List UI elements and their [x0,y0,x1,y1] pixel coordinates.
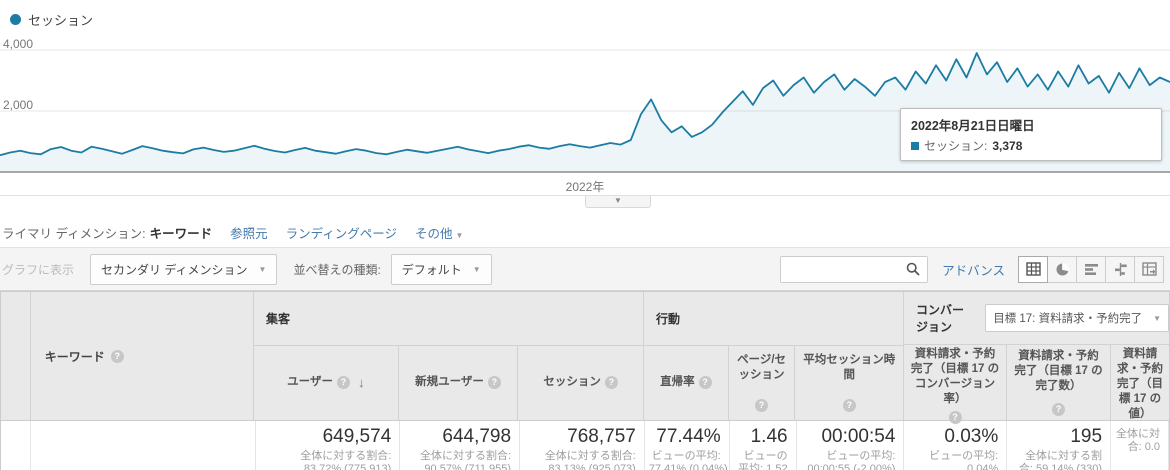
chart-legend: セッション [10,10,93,29]
acquisition-group-title: 集客 [254,292,643,346]
acquisition-group: 集客 ユーザー ? ↓ 新規ユーザー ? セッション ? [254,292,644,420]
goal-completions-column-header[interactable]: 資料請求・予約完了（目標 17 の完了数） ? [1007,345,1111,420]
sessions-chart-panel: セッション 4,000 2,000 2022年 ▼ 2022年8月21日日曜日 … [0,0,1170,210]
tooltip-date: 2022年8月21日日曜日 [911,119,1035,133]
help-icon[interactable]: ? [842,399,856,413]
tooltip-series-label: セッション: [924,139,988,153]
pie-chart-icon [1056,261,1070,275]
sessions-line-chart[interactable] [0,0,1170,195]
help-icon[interactable]: ? [948,411,962,424]
comparison-icon [1114,262,1127,276]
users-column-header[interactable]: ユーザー ? ↓ [254,345,399,420]
search-icon [906,262,920,276]
table-search [780,255,929,283]
keyword-column-header[interactable]: キーワード ? [31,292,254,420]
table-toolbar: グラフに表示 セカンダリ ディメンション ▼ 並べ替えの種類: デフォルト ▼ … [0,247,1170,291]
conversion-group-title: コンバージョン [916,303,965,334]
table-header: キーワード ? 集客 ユーザー ? ↓ 新規ユーザー ? セッショ [1,291,1169,424]
behavior-group: 行動 直帰率 ? ページ/セッション ? 平均セッション時間 ? [644,292,904,420]
series-square-icon [911,141,919,150]
sort-type-button[interactable]: デフォルト ▼ [390,253,492,285]
goal-completions-total-cell: 195 全体に対する割 合: 59.14% (330) [1007,421,1112,470]
tooltip-value: 3,378 [992,138,1023,153]
dimension-link-source[interactable]: 参照元 [230,226,268,241]
series-color-dot [10,14,21,25]
row-select-column-header [1,292,31,420]
view-switcher [1018,255,1164,283]
view-data-table-button[interactable] [1018,255,1048,283]
y-axis-tick-4000: 4,000 [3,37,34,51]
primary-dimension-label: ライマリ ディメンション: キーワード [2,226,213,241]
pivot-table-icon [1141,262,1157,276]
help-icon[interactable]: ? [755,399,769,413]
sessions-total-cell: 768,757 全体に対する割合: 83.13% (925,073) [520,421,645,470]
new-users-column-header[interactable]: 新規ユーザー ? [399,345,519,420]
search-button[interactable] [899,256,928,282]
avg-session-duration-total-cell: 00:00:54 ビューの平均: 00:00:55 (-2.00%) [797,421,905,470]
help-icon[interactable]: ? [698,376,712,390]
goal-value-total-cell: 全体に対 合: 0.0 [1111,421,1169,470]
behavior-group-title: 行動 [644,292,903,346]
goal-conversion-rate-total-cell: 0.03% ビューの平均: 0.04% [904,421,1008,470]
chevron-down-icon: ▼ [614,196,622,205]
data-table-icon [1025,262,1041,276]
help-icon[interactable]: ? [336,376,350,390]
help-icon[interactable]: ? [110,349,124,363]
plot-rows-button-disabled: グラフに表示 [2,262,75,277]
new-users-total-cell: 644,798 全体に対する割合: 90.57% (711,955) [400,421,521,470]
bounce-rate-total-cell: 77.44% ビューの平均: 77.41% (0.04%) [645,421,730,470]
sort-descending-icon[interactable]: ↓ [357,375,365,391]
view-performance-button[interactable] [1076,255,1106,283]
help-icon[interactable]: ? [1052,402,1065,416]
row-select-cell [1,421,31,470]
sort-type-label: 並べ替えの種類: [293,262,381,277]
dimension-link-landing-page[interactable]: ランディングページ [285,226,397,241]
sessions-column-header[interactable]: セッション ? [518,346,643,420]
chevron-down-icon: ▼ [472,264,481,274]
keywords-table: キーワード ? 集客 ユーザー ? ↓ 新規ユーザー ? セッショ [0,291,1170,470]
view-percentage-button[interactable] [1047,255,1077,283]
chevron-down-icon: ▼ [258,264,267,274]
conversion-group: コンバージョン 目標 17: 資料請求・予約完了 ▼ 資料請求・予約完了（目標 … [904,292,1169,424]
users-total-cell: 649,574 全体に対する割合: 83.72% (775,913) [256,421,401,470]
chart-tooltip: 2022年8月21日日曜日 セッション: 3,378 [900,108,1162,161]
bounce-rate-column-header[interactable]: 直帰率 ? [644,345,729,420]
goal-selector-dropdown[interactable]: 目標 17: 資料請求・予約完了 ▼ [985,304,1169,332]
primary-dimension-bar: ライマリ ディメンション: キーワード 参照元 ランディングページ その他 ▼ [0,218,1170,246]
series-label: セッション [28,13,94,28]
goal-conversion-rate-column-header[interactable]: 資料請求・予約完了（目標 17 のコンバージョン率） ? [904,345,1007,424]
dimension-active-keyword[interactable]: キーワード [149,226,213,241]
pages-per-session-total-cell: 1.46 ビューの 平均: 1.52 [730,421,797,470]
pages-per-session-column-header[interactable]: ページ/セッション ? [729,345,796,420]
chevron-down-icon: ▼ [1153,313,1161,323]
view-comparison-button[interactable] [1105,255,1135,283]
bar-list-icon [1084,263,1098,275]
goal-value-column-header[interactable]: 資料請求・予約完了（目標 17 の値） [1117,348,1163,420]
help-icon[interactable]: ? [604,376,618,390]
chevron-down-icon: ▼ [455,230,464,240]
avg-session-duration-column-header[interactable]: 平均セッション時間 ? [803,354,896,413]
help-icon[interactable]: ? [487,376,501,390]
y-axis-tick-2000: 2,000 [3,98,34,112]
totals-row: 649,574 全体に対する割合: 83.72% (775,913) 644,79… [1,420,1169,470]
x-axis-label: 2022年 [565,180,605,194]
view-pivot-button[interactable] [1134,255,1164,283]
keyword-totals-cell [31,421,256,470]
chart-collapse-tab[interactable]: ▼ [585,196,651,208]
secondary-dimension-button[interactable]: セカンダリ ディメンション ▼ [90,253,278,285]
chart-panel-divider [0,195,1170,196]
dimension-more-menu[interactable]: その他 ▼ [415,226,464,241]
search-input[interactable] [781,256,900,282]
advanced-search-link[interactable]: アドバンス [942,263,1005,278]
